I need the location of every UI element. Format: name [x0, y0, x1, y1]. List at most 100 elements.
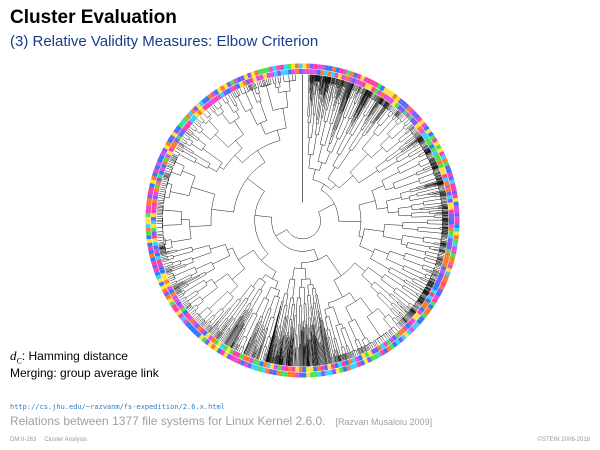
leaf-ring-segment: [453, 205, 460, 210]
leaf-ring-segment: [291, 63, 296, 69]
leaf-ring-segment: [163, 144, 170, 150]
leaf-ring-segment: [454, 227, 460, 232]
leaf-ring-segment: [279, 370, 285, 377]
leaf-ring-segment: [216, 347, 223, 354]
leaf-ring-segment: [236, 76, 242, 83]
leaf-ring-segment: [222, 89, 229, 97]
leaf-ring-segment: [219, 343, 226, 350]
leaf-ring-segment: [320, 370, 326, 377]
leaf-ring-segment: [201, 98, 208, 105]
leaf-ring-segment: [190, 326, 197, 333]
leaf-ring-segment: [446, 245, 452, 250]
leaf-ring-segment: [184, 122, 191, 129]
leaf-ring-segment: [155, 274, 162, 280]
source-reference: [Razvan Musaloiu 2009]: [335, 417, 433, 427]
leaf-ring-segment: [171, 131, 178, 138]
leaf-ring-segment: [443, 161, 450, 167]
leaf-ring-segment: [291, 366, 296, 372]
leaf-ring-segment: [153, 245, 159, 250]
leaf-ring-segment: [443, 255, 450, 261]
leaf-ring-segment: [248, 77, 254, 84]
leaf-ring-segment: [189, 117, 196, 124]
leaf-ring-segment: [423, 125, 430, 132]
leaf-ring-segment: [160, 150, 167, 157]
leaf-ring-segment: [248, 357, 254, 364]
leaf-ring-segment: [313, 69, 318, 75]
leaf-ring-segment: [253, 70, 260, 76]
leaf-ring-segment: [423, 134, 430, 141]
leaf-ring-segment: [328, 369, 333, 376]
leaf-ring-segment: [454, 216, 460, 221]
leaf-ring-segment: [440, 170, 447, 176]
leaf-ring-segment: [429, 134, 436, 141]
leaf-ring-segment: [426, 294, 434, 301]
leaf-ring-segment: [408, 326, 415, 333]
radial-dendrogram: [145, 63, 460, 378]
leaf-ring-segment: [154, 164, 161, 171]
leaf-ring-segment: [317, 371, 322, 377]
leaf-ring-segment: [433, 294, 440, 301]
leaf-ring-segment: [235, 83, 241, 90]
leaf-ring-segment: [153, 187, 160, 193]
leaf-ring-segment: [177, 131, 184, 138]
leaf-ring-segment: [210, 343, 217, 350]
leaf-ring-segment: [162, 275, 169, 282]
leaf-ring-segment: [145, 209, 151, 214]
leaf-ring-segment: [182, 116, 189, 123]
leaf-ring-segment: [219, 91, 226, 98]
leaf-ring-segment: [440, 154, 447, 160]
leaf-ring-segment: [151, 231, 157, 236]
leaf-ring-segment: [255, 75, 261, 82]
leaf-ring-segment: [204, 95, 211, 102]
leaf-ring-segment: [182, 125, 189, 132]
leaf-ring-segment: [416, 309, 423, 316]
leaf-ring-segment: [328, 65, 333, 72]
leaf-ring-segment: [157, 262, 164, 268]
leaf-ring-segment: [147, 194, 153, 199]
footer-copyright: ©STEIN 2006-2018: [537, 437, 590, 443]
leaf-ring-segment: [268, 368, 274, 375]
leaf-ring-segment: [340, 360, 346, 367]
leaf-ring-segment: [344, 359, 350, 366]
leaf-ring-segment: [148, 249, 155, 255]
leaf-ring-segment: [171, 294, 179, 301]
leaf-ring-segment: [213, 95, 220, 102]
leaf-ring-segment: [428, 291, 435, 298]
leaf-ring-segment: [150, 256, 156, 262]
leaf-ring-segment: [345, 70, 352, 76]
leaf-ring-segment: [154, 184, 161, 189]
leaf-ring-segment: [232, 84, 238, 91]
source-url-link[interactable]: http://cs.jhu.edu/~razvanm/fs-expedition…: [10, 403, 225, 411]
leaf-ring-segment: [382, 347, 389, 354]
leaf-ring-segment: [411, 324, 418, 331]
leaf-ring-segment: [170, 291, 177, 298]
leaf-ring-segment: [239, 359, 246, 366]
leaf-ring-segment: [331, 66, 337, 73]
leaf-ring-segment: [243, 361, 249, 368]
leaf-ring-segment: [366, 356, 373, 363]
leaf-ring-segment: [335, 67, 341, 73]
leaf-ring-segment: [444, 164, 451, 171]
leaf-ring-segment: [151, 224, 157, 228]
leaf-ring-segment: [370, 348, 377, 355]
leaf-ring-segment: [391, 93, 398, 100]
leaf-ring-segment: [448, 224, 454, 228]
leaf-ring-segment: [179, 306, 187, 313]
leaf-ring-segment: [399, 327, 406, 334]
leaf-ring-segment: [287, 69, 292, 75]
leaf-ring-segment: [169, 134, 176, 141]
leaf-ring-segment: [222, 351, 229, 358]
leaf-ring-segment: [245, 356, 251, 363]
leaf-ring-segment: [264, 67, 270, 73]
leaf-ring-segment: [320, 64, 326, 71]
leaf-ring-segment: [294, 63, 299, 69]
leaf-ring-segment: [154, 270, 161, 277]
leaf-ring-segment: [425, 137, 432, 144]
leaf-ring-segment: [440, 265, 447, 271]
leaf-ring-segment: [435, 279, 442, 285]
leaf-ring-segment: [204, 102, 211, 109]
leaf-ring-segment: [268, 66, 274, 73]
leaf-ring-segment: [250, 71, 256, 78]
leaf-ring-segment: [190, 108, 197, 115]
leaf-ring-segment: [284, 365, 289, 372]
